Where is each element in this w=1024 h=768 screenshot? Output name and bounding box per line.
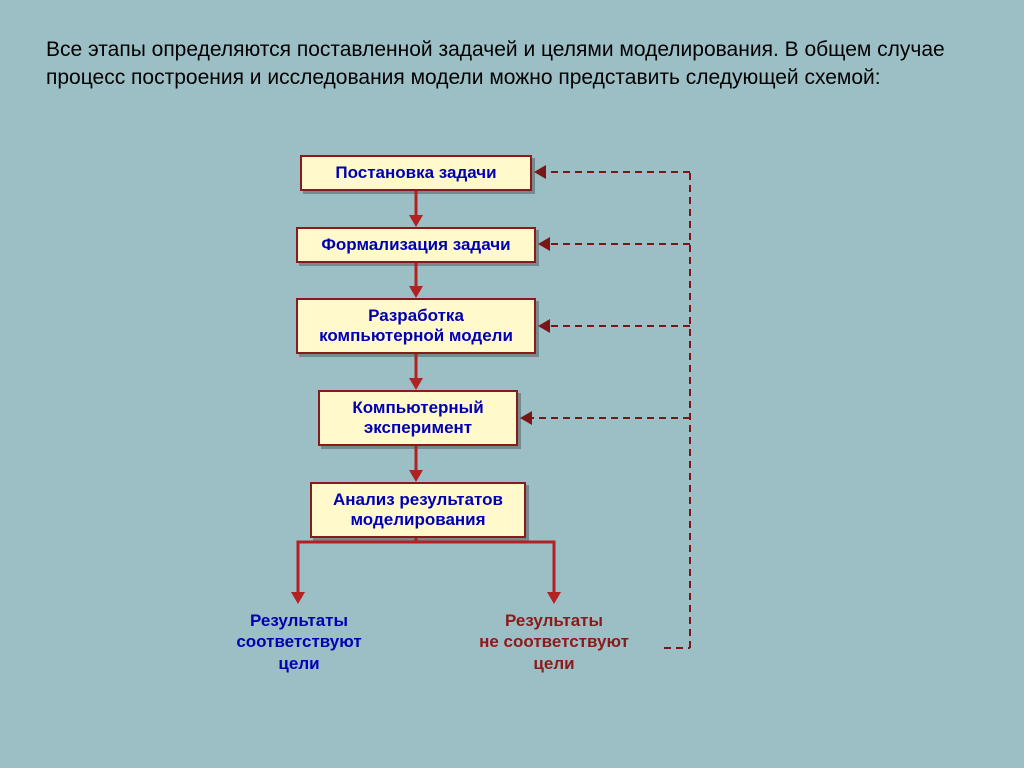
box-stage-5: Анализ результатов моделирования (310, 482, 526, 538)
result-bad-label: Результаты не соответствуют цели (444, 610, 664, 674)
box-stage-1: Постановка задачи (300, 155, 532, 191)
box-stage-4: Компьютерный эксперимент (318, 390, 518, 446)
box-stage-2: Формализация задачи (296, 227, 536, 263)
box-stage-3: Разработка компьютерной модели (296, 298, 536, 354)
result-ok-label: Результаты соответствуют цели (204, 610, 394, 674)
intro-text: Все этапы определяются поставленной зада… (46, 36, 962, 93)
